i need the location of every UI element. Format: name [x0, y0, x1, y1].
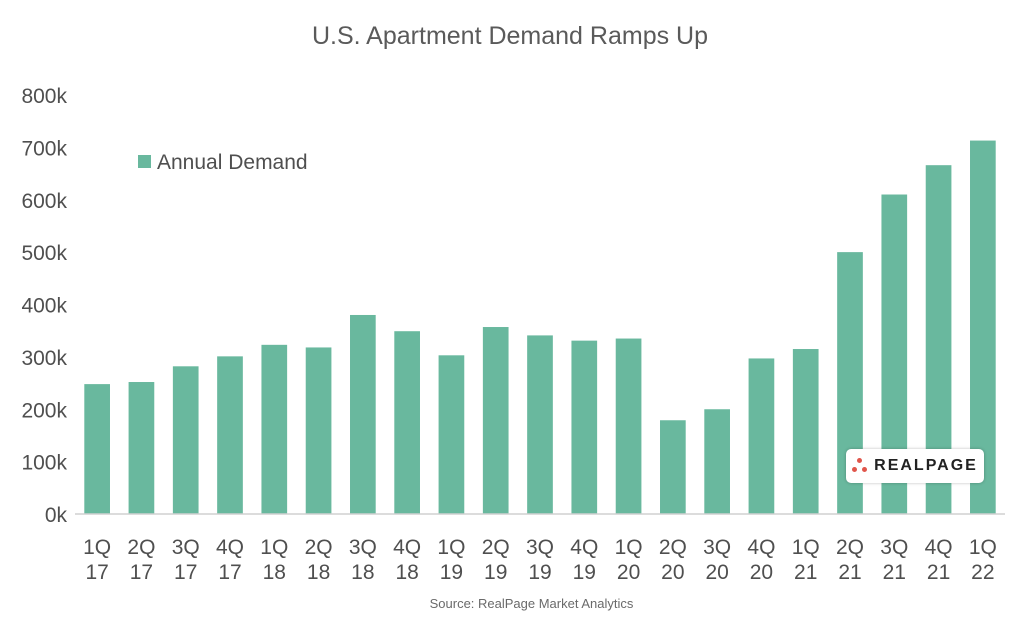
x-axis-labels: 1Q 17 2Q 17 3Q 17 4Q 17 1Q 18 2Q 18 3Q 18 4Q 18 1Q 19 2Q 19…: [83, 536, 997, 584]
bar: [660, 420, 686, 514]
y-tick-label: 600k: [21, 190, 67, 213]
x-tick-label: 2Q 18: [305, 536, 333, 584]
realpage-logo: REALPAGE: [846, 449, 984, 483]
legend-label: Annual Demand: [157, 151, 308, 174]
y-tick-label: 800k: [21, 85, 67, 108]
x-tick-label: 4Q 18: [393, 536, 421, 584]
x-tick-label: 3Q 18: [349, 536, 377, 584]
realpage-dots-icon: [852, 458, 868, 474]
x-tick-label: 1Q 21: [792, 536, 820, 584]
legend-swatch: [138, 155, 151, 168]
bar: [217, 356, 243, 514]
x-tick-label: 1Q 18: [260, 536, 288, 584]
x-tick-label: 4Q 21: [925, 536, 953, 584]
chart-title: U.S. Apartment Demand Ramps Up: [312, 22, 708, 50]
x-tick-label: 2Q 21: [836, 536, 864, 584]
x-tick-label: 4Q 20: [747, 536, 775, 584]
x-tick-label: 3Q 20: [703, 536, 731, 584]
x-tick-label: 1Q 22: [969, 536, 997, 584]
bar: [748, 358, 775, 514]
logo-text: REALPAGE: [874, 457, 978, 474]
x-tick-label: 4Q 19: [570, 536, 598, 584]
x-tick-label: 1Q 17: [83, 536, 111, 584]
x-tick-label: 3Q 17: [172, 536, 200, 584]
x-tick-label: 3Q 19: [526, 536, 554, 584]
y-tick-label: 300k: [21, 347, 67, 370]
x-tick-label: 2Q 20: [659, 536, 687, 584]
bar: [350, 314, 376, 514]
y-tick-label: 200k: [21, 399, 67, 422]
y-tick-label: 700k: [21, 137, 67, 160]
y-axis-labels: 0k 100k 200k 300k 400k 500k 600k 700k 800k: [21, 85, 67, 527]
x-tick-label: 4Q 17: [216, 536, 244, 584]
y-tick-label: 0k: [45, 504, 68, 527]
source-note: Source: RealPage Market Analytics: [429, 596, 634, 611]
y-tick-label: 100k: [21, 452, 67, 475]
legend: Annual Demand: [138, 151, 308, 174]
x-tick-label: 1Q 19: [437, 536, 465, 584]
x-tick-label: 2Q 19: [482, 536, 510, 584]
x-tick-label: 3Q 21: [880, 536, 908, 584]
bar: [84, 384, 110, 514]
bar: [261, 344, 288, 514]
bar: [482, 327, 509, 514]
bar: [394, 331, 420, 514]
bar: [704, 409, 730, 514]
bar: [792, 349, 819, 514]
bars: [84, 140, 996, 514]
bar: [527, 335, 553, 514]
x-tick-label: 1Q 20: [615, 536, 643, 584]
bar: [128, 382, 155, 514]
y-tick-label: 400k: [21, 295, 67, 318]
bar: [438, 355, 465, 514]
bar: [571, 340, 598, 514]
x-tick-label: 2Q 17: [127, 536, 155, 584]
y-tick-label: 500k: [21, 242, 67, 265]
bar: [615, 338, 642, 514]
bar: [172, 366, 199, 514]
bar: [305, 347, 332, 514]
